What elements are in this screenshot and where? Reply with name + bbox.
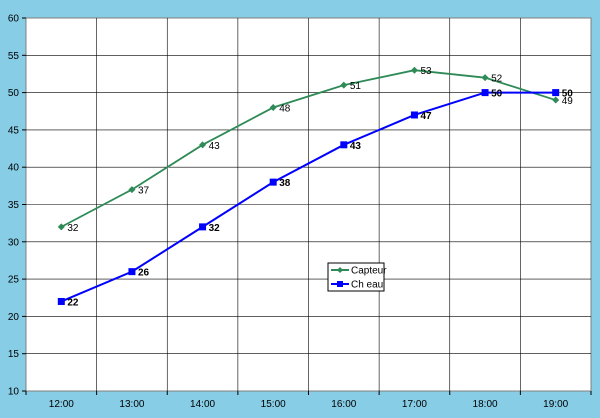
data-point bbox=[269, 104, 277, 112]
data-label: 47 bbox=[420, 111, 432, 122]
data-label: 22 bbox=[67, 297, 79, 308]
y-axis-ticks: 10 15 20 25 30 35 40 45 50 55 60 bbox=[8, 14, 26, 398]
x-tick-label: 16:00 bbox=[331, 399, 356, 410]
data-label: 50 bbox=[562, 89, 574, 100]
data-point bbox=[128, 186, 136, 194]
data-label: 50 bbox=[491, 89, 503, 100]
y-tick-label: 45 bbox=[8, 125, 20, 136]
series-line bbox=[60, 69, 556, 228]
x-tick-label: 19:00 bbox=[543, 399, 568, 410]
data-point bbox=[340, 141, 348, 149]
data-label: 43 bbox=[350, 141, 362, 152]
data-label: 53 bbox=[420, 66, 432, 77]
y-tick-label: 10 bbox=[8, 387, 20, 398]
series-capteur: 32 37 43 48 51 53 52 49 bbox=[57, 66, 574, 234]
x-tick-label: 12:00 bbox=[49, 399, 74, 410]
x-tick-label: 18:00 bbox=[473, 399, 498, 410]
data-point bbox=[410, 66, 418, 74]
y-tick-label: 40 bbox=[8, 163, 20, 174]
legend-label: Capteur bbox=[351, 266, 387, 277]
data-label: 32 bbox=[209, 223, 221, 234]
data-point bbox=[552, 89, 560, 97]
legend: Capteur Ch eau bbox=[327, 262, 387, 292]
x-tick-label: 13:00 bbox=[119, 399, 144, 410]
y-tick-label: 55 bbox=[8, 51, 20, 62]
x-tick-label: 15:00 bbox=[261, 399, 286, 410]
y-tick-label: 60 bbox=[8, 14, 20, 25]
data-label: 48 bbox=[279, 104, 291, 115]
legend-marker bbox=[337, 281, 343, 287]
legend-marker bbox=[337, 267, 343, 273]
data-label: 38 bbox=[279, 178, 291, 189]
data-point bbox=[481, 74, 489, 82]
grid-lines bbox=[26, 18, 591, 391]
series-ch-eau: 22 26 32 38 43 47 50 50 bbox=[57, 89, 574, 308]
data-point bbox=[340, 81, 348, 89]
series-line bbox=[60, 91, 556, 303]
data-label: 43 bbox=[209, 141, 221, 152]
legend-label: Ch eau bbox=[351, 280, 383, 291]
y-tick-label: 50 bbox=[8, 88, 20, 99]
data-point bbox=[128, 268, 136, 276]
y-tick-label: 30 bbox=[8, 237, 20, 248]
data-point bbox=[199, 223, 207, 231]
y-tick-label: 35 bbox=[8, 200, 20, 211]
data-label: 32 bbox=[67, 223, 79, 234]
y-tick-label: 15 bbox=[8, 349, 20, 360]
series-group: 32 37 43 48 51 53 52 49 22 26 32 38 43 47 50 50 bbox=[57, 66, 574, 308]
data-point bbox=[269, 178, 277, 186]
data-point bbox=[410, 111, 418, 119]
x-tick-label: 14:00 bbox=[190, 399, 215, 410]
y-tick-label: 20 bbox=[8, 312, 20, 323]
data-point bbox=[552, 96, 560, 104]
x-tick-label: 17:00 bbox=[402, 399, 427, 410]
data-point bbox=[57, 223, 65, 231]
data-label: 52 bbox=[491, 74, 503, 85]
data-label: 49 bbox=[562, 96, 574, 107]
y-tick-label: 25 bbox=[8, 275, 20, 286]
data-label: 26 bbox=[138, 268, 150, 279]
x-axis-ticks: 12:00 13:00 14:00 15:00 16:00 17:00 18:00 19:00 bbox=[25, 391, 592, 410]
data-label: 51 bbox=[350, 81, 362, 92]
data-label: 37 bbox=[138, 186, 150, 197]
data-point bbox=[481, 89, 489, 97]
data-point bbox=[199, 141, 207, 149]
data-point bbox=[57, 297, 65, 305]
